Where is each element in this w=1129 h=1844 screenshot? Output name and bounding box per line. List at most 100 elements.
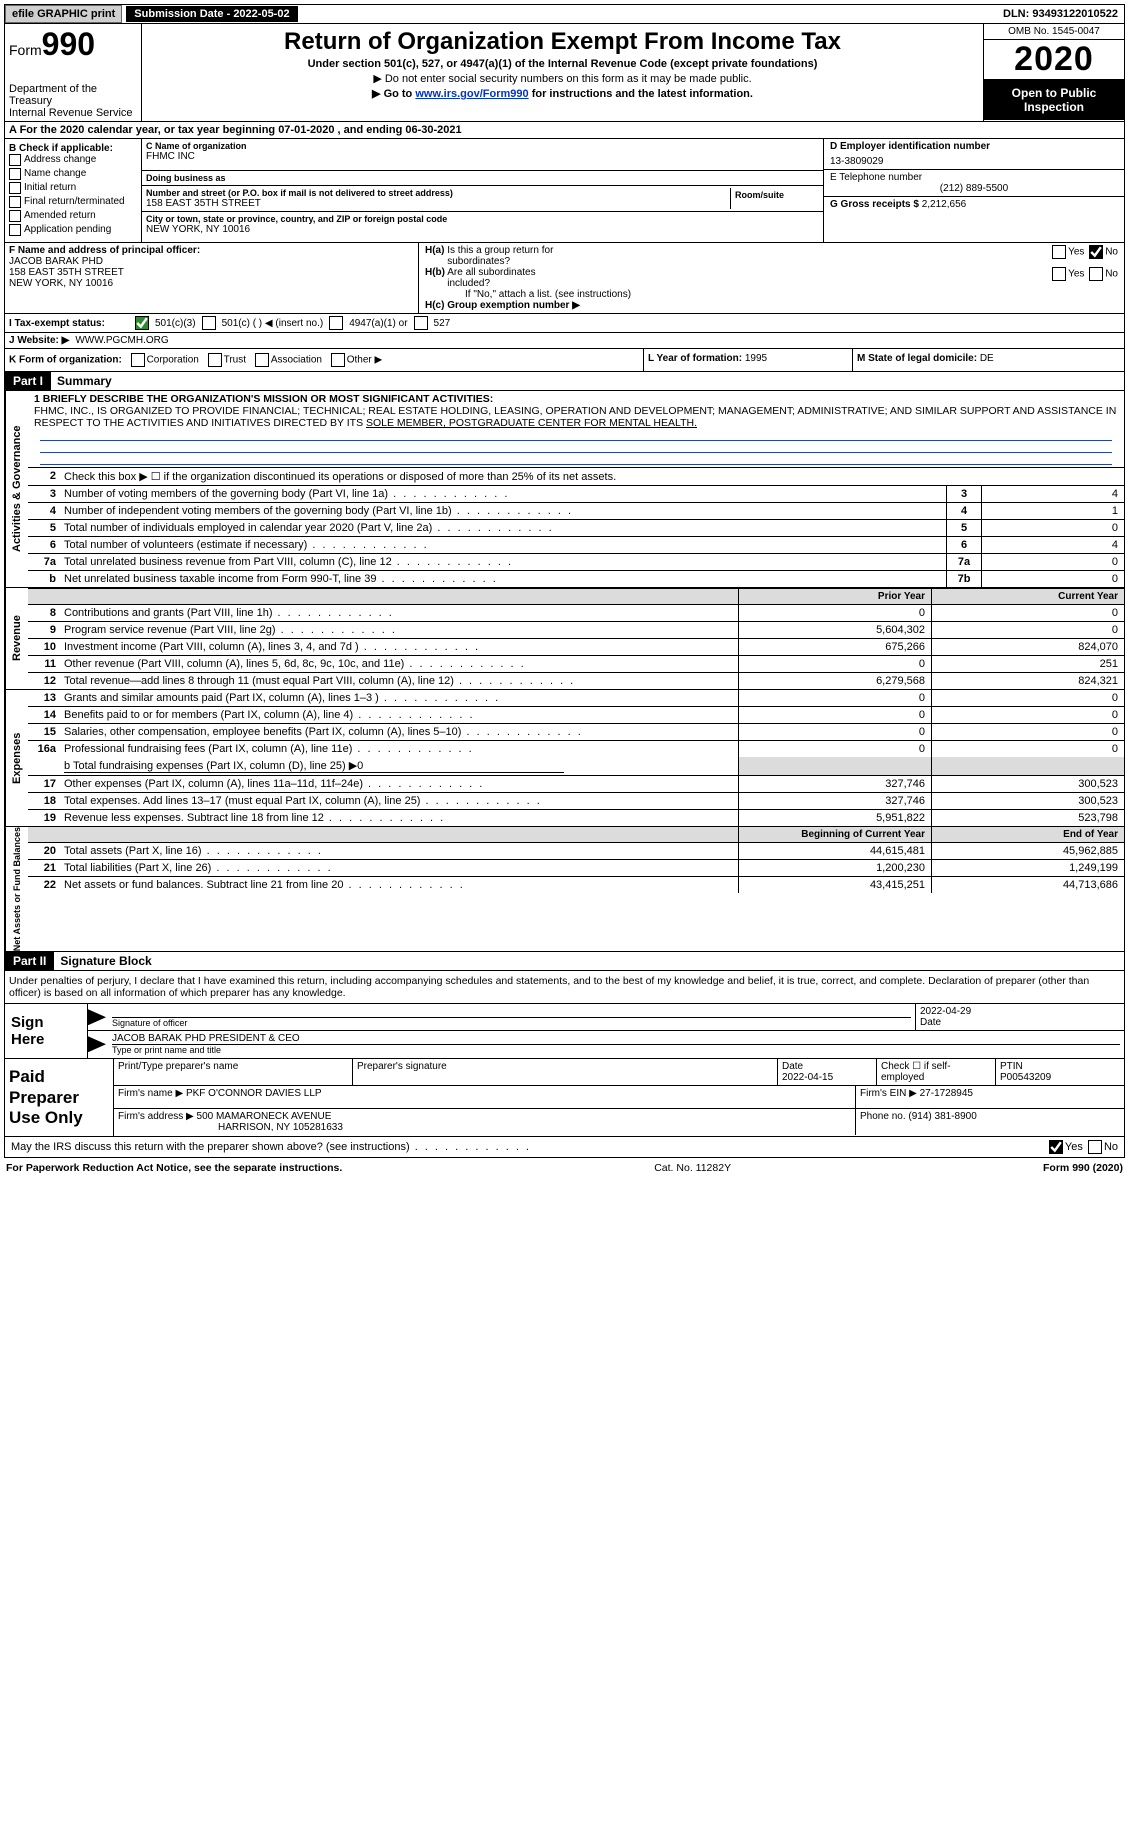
side-label-net: Net Assets or Fund Balances	[5, 827, 28, 951]
summary-row: 8Contributions and grants (Part VIII, li…	[28, 605, 1124, 622]
hc-line: H(c) Group exemption number ▶	[425, 300, 1118, 311]
hdr-begin: Beginning of Current Year	[738, 827, 931, 842]
e-label: E Telephone number	[830, 172, 1118, 183]
firm-phone-label: Phone no.	[860, 1111, 906, 1122]
perjury-declaration: Under penalties of perjury, I declare th…	[4, 971, 1125, 1004]
chk-amended[interactable]: Amended return	[9, 210, 137, 222]
prep-date-label: Date	[782, 1061, 803, 1072]
note-link: ▶ Go to www.irs.gov/Form990 for instruct…	[146, 87, 979, 100]
phone-value: (212) 889-5500	[830, 183, 1118, 194]
mission-text: FHMC, INC., IS ORGANIZED TO PROVIDE FINA…	[34, 405, 1116, 429]
dept-line2: Internal Revenue Service	[9, 107, 137, 119]
self-emp[interactable]: Check ☐ if self-employed	[881, 1061, 951, 1083]
ha-line: Yes No H(a) Is this a group return for s…	[425, 245, 1118, 267]
chk-initial[interactable]: Initial return	[9, 182, 137, 194]
chk-501c3[interactable]	[135, 316, 149, 330]
line1-label: 1 Briefly describe the organization's mi…	[34, 393, 493, 405]
irs-no[interactable]	[1088, 1140, 1102, 1154]
paid-preparer-label: Paid Preparer Use Only	[5, 1059, 114, 1136]
efile-btn[interactable]: efile GRAPHIC print	[5, 5, 122, 23]
org-info-block: B Check if applicable: Address change Na…	[4, 139, 1125, 243]
b-label: B Check if applicable:	[9, 143, 137, 154]
form-ref: Form 990 (2020)	[1043, 1162, 1123, 1174]
ptin-value: P00543209	[1000, 1072, 1051, 1083]
dln: DLN: 93493122010522	[1003, 8, 1124, 20]
officer-addr1: 158 EAST 35TH STREET	[9, 267, 414, 278]
summary-row: 22Net assets or fund balances. Subtract …	[28, 877, 1124, 893]
paid-preparer-block: Paid Preparer Use Only Print/Type prepar…	[4, 1059, 1125, 1137]
summary-row: 9Program service revenue (Part VIII, lin…	[28, 622, 1124, 639]
summary-row: 4Number of independent voting members of…	[28, 503, 1124, 520]
irs-link[interactable]: www.irs.gov/Form990	[415, 88, 528, 100]
f-label: F Name and address of principal officer:	[9, 245, 414, 256]
chk-address[interactable]: Address change	[9, 154, 137, 166]
summary-row: 20Total assets (Part X, line 16)44,615,4…	[28, 843, 1124, 860]
firm-name: PKF O'CONNOR DAVIES LLP	[186, 1088, 322, 1099]
chk-other[interactable]	[331, 353, 345, 367]
sig-date-label: Date	[920, 1017, 1120, 1028]
open-inspection: Open to Public Inspection	[984, 80, 1124, 120]
g-label: G Gross receipts $	[830, 199, 919, 210]
chk-corp[interactable]	[131, 353, 145, 367]
summary-row: 14Benefits paid to or for members (Part …	[28, 707, 1124, 724]
side-label-gov: Activities & Governance	[5, 391, 28, 587]
summary-row: 10Investment income (Part VIII, column (…	[28, 639, 1124, 656]
submission-date: Submission Date - 2022-05-02	[126, 6, 297, 22]
ha-yes[interactable]	[1052, 245, 1066, 259]
part1-header: Part I Summary	[4, 372, 1125, 391]
hb-yes[interactable]	[1052, 267, 1066, 281]
summary-row: 6Total number of volunteers (estimate if…	[28, 537, 1124, 554]
arrow-icon	[88, 1036, 106, 1052]
side-label-exp: Expenses	[5, 690, 28, 826]
firm-ein-label: Firm's EIN ▶	[860, 1088, 917, 1099]
net-assets-section: Net Assets or Fund Balances Beginning of…	[4, 827, 1125, 952]
hb-no[interactable]	[1089, 267, 1103, 281]
top-bar: efile GRAPHIC print Submission Date - 20…	[4, 4, 1125, 24]
part2-header: Part II Signature Block	[4, 952, 1125, 971]
firm-ein: 27-1728945	[920, 1088, 973, 1099]
chk-name[interactable]: Name change	[9, 168, 137, 180]
sig-officer-label: Signature of officer	[112, 1017, 911, 1028]
prep-name-label: Print/Type preparer's name	[118, 1061, 238, 1072]
chk-final[interactable]: Final return/terminated	[9, 196, 137, 208]
prep-sig-label: Preparer's signature	[357, 1061, 447, 1072]
prep-date: 2022-04-15	[782, 1072, 833, 1083]
page-footer: For Paperwork Reduction Act Notice, see …	[4, 1158, 1125, 1178]
officer-name-label: Type or print name and title	[112, 1044, 1120, 1055]
hdr-current: Current Year	[931, 589, 1124, 604]
klm-row: K Form of organization: Corporation Trus…	[4, 349, 1125, 372]
tax-year: 2020	[984, 40, 1124, 80]
ha-no[interactable]	[1089, 245, 1103, 259]
firm-addr1: 500 MAMARONECK AVENUE	[197, 1111, 332, 1122]
summary-row: 11Other revenue (Part VIII, column (A), …	[28, 656, 1124, 673]
note-ssn: ▶ Do not enter social security numbers o…	[146, 72, 979, 85]
summary-row: bNet unrelated business taxable income f…	[28, 571, 1124, 587]
chk-trust[interactable]	[208, 353, 222, 367]
summary-row: 15Salaries, other compensation, employee…	[28, 724, 1124, 741]
year-formation: 1995	[745, 353, 767, 364]
firm-phone: (914) 381-8900	[908, 1111, 976, 1122]
summary-row: 16aProfessional fundraising fees (Part I…	[28, 741, 1124, 757]
form-header: Form990 Department of the Treasury Inter…	[4, 24, 1125, 122]
sign-here-block: Sign Here Signature of officer 2022-04-2…	[4, 1004, 1125, 1059]
street-value: 158 EAST 35TH STREET	[146, 198, 730, 209]
chk-assoc[interactable]	[255, 353, 269, 367]
c-name-label: C Name of organization	[146, 141, 819, 151]
chk-app-pending[interactable]: Application pending	[9, 224, 137, 236]
form-title: Return of Organization Exempt From Incom…	[146, 28, 979, 56]
activities-governance: Activities & Governance 1 Briefly descri…	[4, 391, 1125, 588]
summary-row: 12Total revenue—add lines 8 through 11 (…	[28, 673, 1124, 689]
chk-527[interactable]	[414, 316, 428, 330]
summary-row: 17Other expenses (Part IX, column (A), l…	[28, 776, 1124, 793]
sign-here-label: Sign Here	[5, 1004, 88, 1058]
chk-4947[interactable]	[329, 316, 343, 330]
gross-receipts: 2,212,656	[922, 199, 967, 210]
org-name: FHMC INC	[146, 151, 819, 162]
summary-row: 7aTotal unrelated business revenue from …	[28, 554, 1124, 571]
omb-number: OMB No. 1545-0047	[984, 24, 1124, 40]
irs-yes[interactable]	[1049, 1140, 1063, 1154]
chk-501c[interactable]	[202, 316, 216, 330]
revenue-section: Revenue Prior Year Current Year 8Contrib…	[4, 588, 1125, 690]
d-label: D Employer identification number	[830, 141, 1118, 152]
may-irs-discuss: May the IRS discuss this return with the…	[4, 1137, 1125, 1158]
